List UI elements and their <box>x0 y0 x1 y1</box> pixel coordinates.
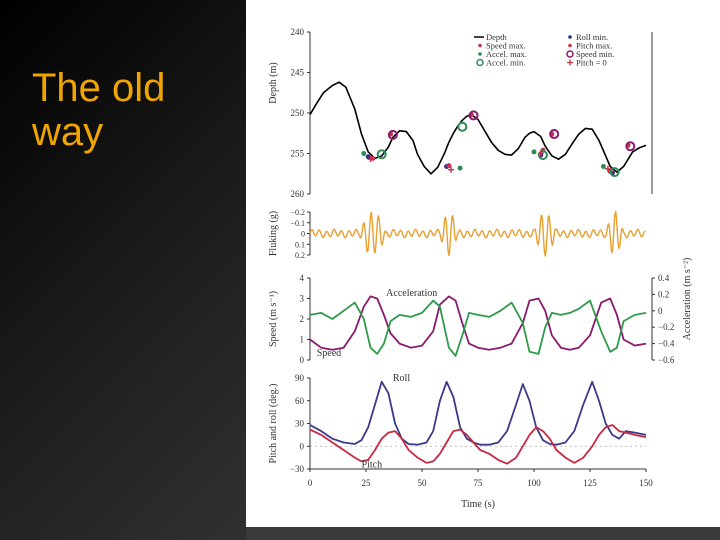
speed-tick-label: 2 <box>300 314 305 324</box>
pitch-tick-label: 0 <box>300 441 305 451</box>
marker-accel-min- <box>609 167 620 178</box>
roll-line <box>309 380 647 446</box>
fluking-tick-label: 0.1 <box>295 240 305 249</box>
marker-accel-min- <box>376 149 387 160</box>
speed-line <box>309 295 647 351</box>
accel-tick-label: 0.4 <box>658 273 670 283</box>
marker-pitch-0 <box>604 165 611 172</box>
x-tick-label: 150 <box>639 478 653 488</box>
speed-tick-label: 1 <box>300 335 305 345</box>
legend-label: Pitch = 0 <box>576 58 607 68</box>
depth-tick-label: 245 <box>291 68 305 78</box>
x-axis-label: Time (s) <box>461 499 495 510</box>
x-tick-label: 75 <box>474 478 484 488</box>
marker-accel-max- <box>361 151 367 156</box>
x-tick-label: 25 <box>362 478 372 488</box>
pitch-tick-label: 30 <box>295 419 305 429</box>
marker-speed-min- <box>387 129 398 140</box>
fluking-line <box>309 210 646 257</box>
marker-roll-min- <box>365 154 371 160</box>
accel-axis-label: Acceleration (m s⁻²) <box>682 258 693 341</box>
marker-speed-max- <box>446 163 452 169</box>
marker-speed-min- <box>549 129 560 140</box>
pitch-line <box>309 424 647 465</box>
annotation-pitch: Pitch <box>362 459 383 470</box>
speed-axis-label: Speed (m s⁻¹) <box>268 291 279 347</box>
legend-swatch <box>568 43 572 48</box>
legend-label: Speed max. <box>486 41 526 51</box>
figure-panel: 240 245 250 255 260 Depth (m) Depth Roll min. Sp… <box>246 0 720 527</box>
acceleration-line <box>309 299 647 357</box>
marker-accel-max- <box>531 149 537 155</box>
depth-tick-label: 260 <box>291 189 305 199</box>
annotation-acceleration: Acceleration <box>386 288 437 299</box>
speed-tick-label: 3 <box>300 294 305 304</box>
x-tick-label: 125 <box>583 478 597 488</box>
fluking-tick-label: 0.2 <box>295 251 305 260</box>
legend-label: Depth <box>486 32 508 42</box>
accel-tick-label: −0.6 <box>658 355 675 365</box>
x-tick-label: 100 <box>527 478 541 488</box>
pitch-axis-label: Pitch and roll (deg.) <box>268 384 279 464</box>
legend-label: Roll min. <box>576 32 608 42</box>
x-tick-label: 50 <box>418 478 428 488</box>
speed-tick-label: 4 <box>300 273 305 283</box>
legend-swatch <box>566 50 574 58</box>
marker-speed-min- <box>625 141 636 152</box>
accel-tick-label: −0.4 <box>658 339 675 349</box>
marker-accel-min- <box>457 121 468 132</box>
legend-label: Pitch max. <box>576 41 612 51</box>
legend-label: Accel. min. <box>486 58 525 68</box>
legend-label: Speed min. <box>576 49 614 59</box>
depth-tick-label: 240 <box>291 27 305 37</box>
legend-label: Accel. max. <box>486 49 527 59</box>
fluking-axis-label: Fluking (g) <box>268 211 279 256</box>
annotation-speed: Speed <box>317 348 341 359</box>
marker-speed-min- <box>468 110 479 121</box>
marker-accel-max- <box>600 163 606 169</box>
pitch-tick-label: 60 <box>295 396 305 406</box>
bottom-strip <box>246 527 720 540</box>
accel-tick-label: 0.2 <box>658 289 669 299</box>
marker-accel-min- <box>537 150 548 161</box>
annotation-roll: Roll <box>393 373 410 384</box>
legend-swatch <box>478 52 482 56</box>
marker-pitch-0 <box>537 150 544 157</box>
slide-title: The old way <box>32 66 166 154</box>
accel-tick-label: 0 <box>658 306 663 316</box>
fluking-tick-label: 0 <box>301 230 305 239</box>
legend-swatch <box>568 35 572 39</box>
speed-tick-label: 0 <box>300 355 305 365</box>
depth-axis-label: Depth (m) <box>268 62 279 103</box>
accel-tick-label: −0.2 <box>658 322 674 332</box>
marker-pitch-0 <box>448 166 455 173</box>
depth-line <box>309 81 647 175</box>
marker-accel-max- <box>457 165 463 171</box>
pitch-tick-label: −30 <box>290 464 305 474</box>
legend-swatch <box>476 58 484 67</box>
depth-tick-label: 255 <box>291 149 305 159</box>
x-tick-label: 0 <box>308 478 313 488</box>
marker-pitch-0 <box>367 156 374 163</box>
fluking-tick-label: −0.2 <box>290 208 305 217</box>
legend-swatch <box>478 43 482 48</box>
pitch-tick-label: 90 <box>295 373 305 383</box>
fluking-tick-label: −0.1 <box>290 219 305 228</box>
depth-tick-label: 250 <box>291 108 305 118</box>
